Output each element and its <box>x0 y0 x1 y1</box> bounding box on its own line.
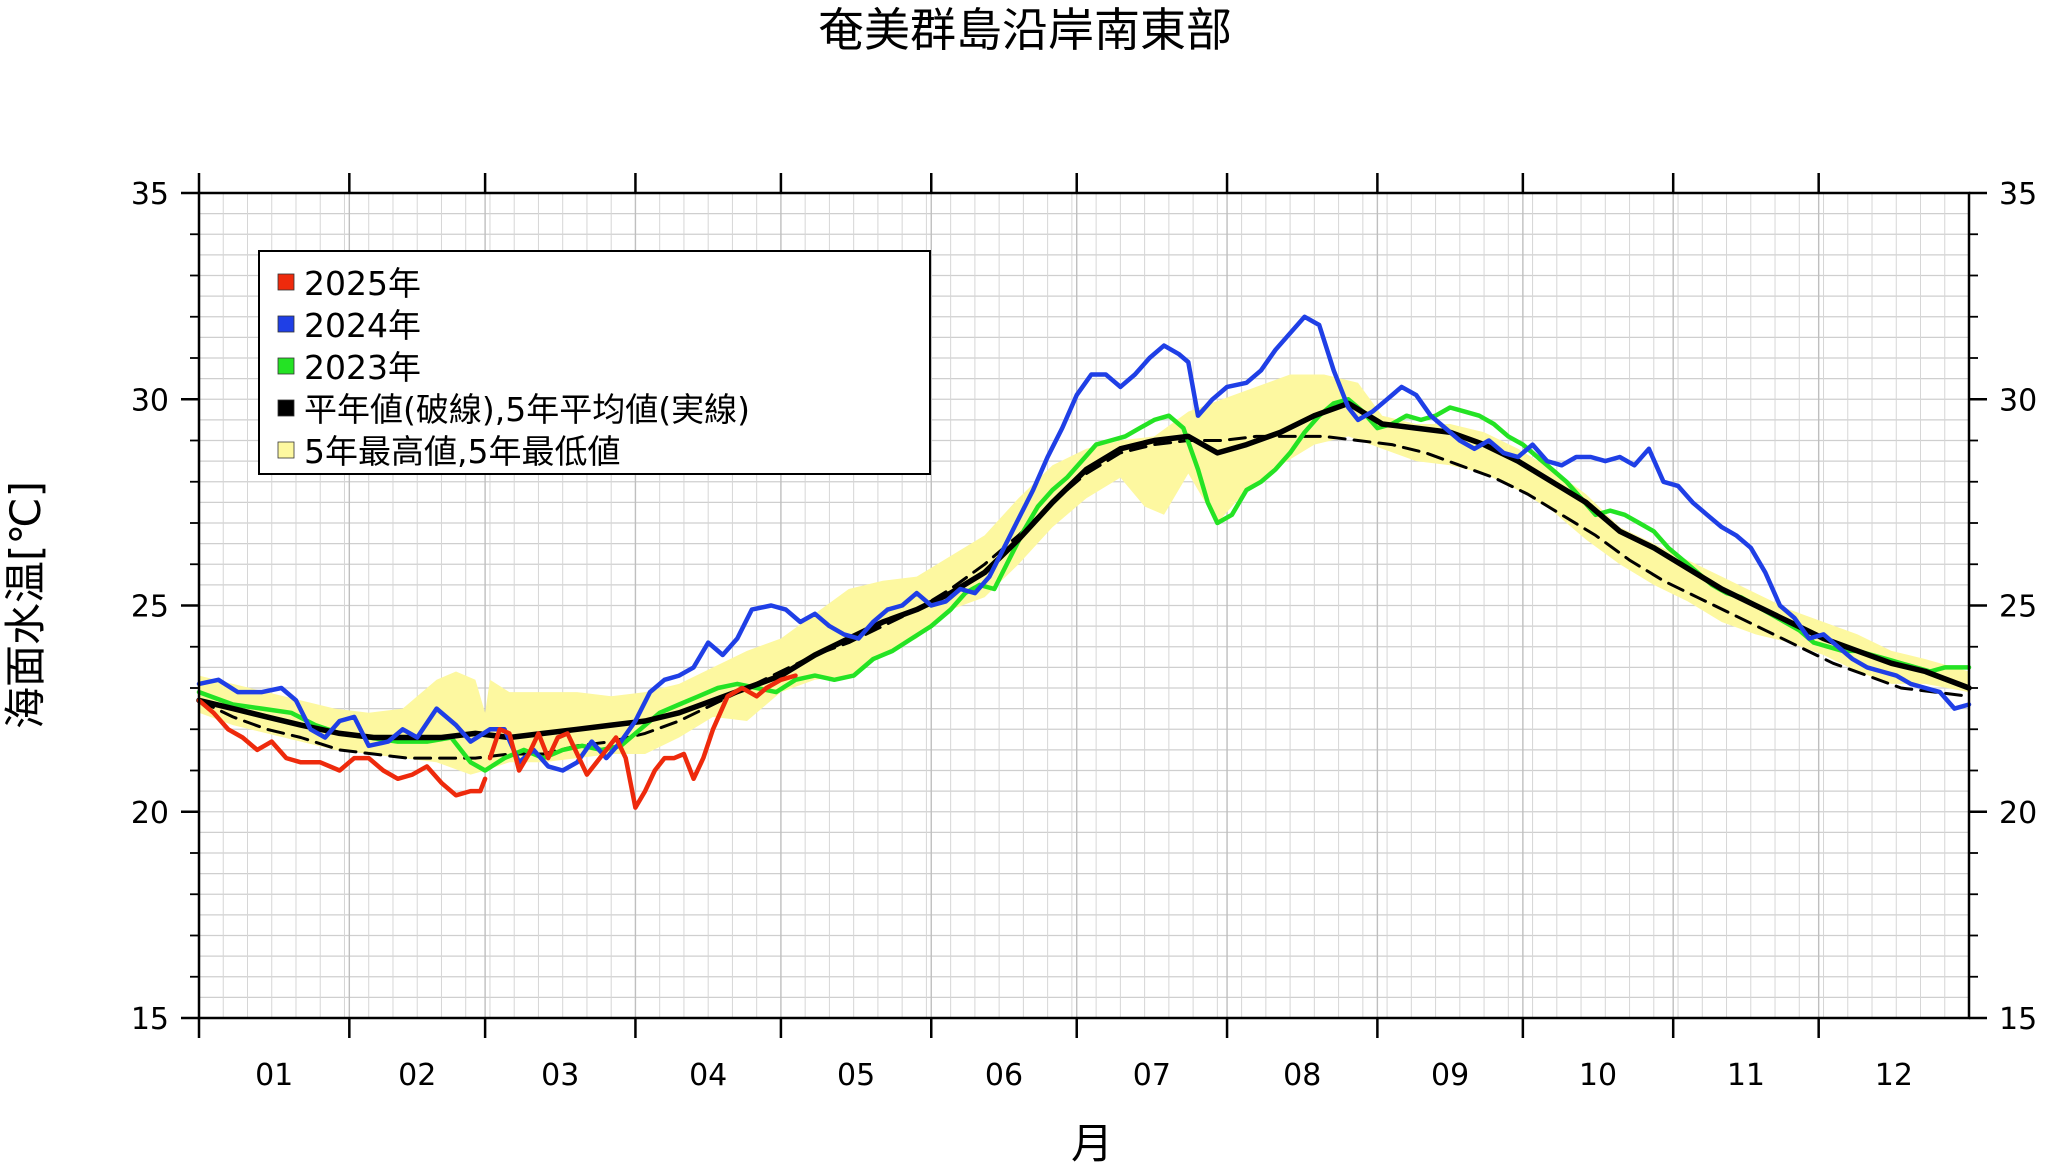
legend-swatch <box>277 315 295 333</box>
x-axis-label: 月 <box>1071 1119 1113 1166</box>
legend-label: 2023年 <box>304 348 421 387</box>
y-tick-label-left: 35 <box>131 177 169 212</box>
y-tick-labels-left: 15 20 25 30 35 <box>131 177 169 1037</box>
legend-box <box>258 250 931 475</box>
legend-swatch <box>277 441 295 459</box>
series-line-y2025 <box>487 673 798 810</box>
x-tick-label: 11 <box>1727 1058 1765 1093</box>
y-tick-label-left: 15 <box>131 1002 169 1037</box>
series-line-y2025 <box>196 698 488 798</box>
x-tick-labels: 01 02 03 04 05 06 07 08 09 10 11 12 <box>255 1058 1913 1093</box>
five-year-range-band <box>199 374 1969 775</box>
x-tick-label: 09 <box>1431 1058 1469 1093</box>
grid-lines <box>199 193 1969 1018</box>
x-tick-label: 04 <box>689 1058 727 1093</box>
y-tick-labels-right: 15 20 25 30 35 <box>1999 177 2037 1037</box>
y-tick-label-right: 20 <box>1999 796 2037 831</box>
series-lines <box>196 314 1972 810</box>
series-line-normal <box>197 434 1971 760</box>
x-tick-label: 06 <box>985 1058 1023 1093</box>
y-tick-label-left: 30 <box>131 383 169 418</box>
x-tick-label: 01 <box>255 1058 293 1093</box>
x-tick-label: 08 <box>1283 1058 1321 1093</box>
y-tick-label-left: 25 <box>131 590 169 625</box>
y-axis-label: 海面水温[℃] <box>1 481 50 729</box>
y-tick-label-right: 15 <box>1999 1002 2037 1037</box>
axis-ticks <box>181 173 1987 1038</box>
range-band-area <box>199 374 1969 775</box>
x-tick-label: 07 <box>1133 1058 1171 1093</box>
legend-label: 5年最高値,5年最低値 <box>304 432 620 471</box>
legend: 2025年2024年2023年平年値(破線),5年平均値(実線)5年最高値,5年… <box>258 250 931 475</box>
y-tick-label-left: 20 <box>131 796 169 831</box>
chart-title: 奄美群島沿岸南東部 <box>818 3 1232 57</box>
y-tick-label-right: 25 <box>1999 590 2037 625</box>
x-tick-label: 12 <box>1875 1058 1913 1093</box>
legend-swatch <box>277 399 295 417</box>
legend-swatch <box>277 357 295 375</box>
y-tick-label-right: 35 <box>1999 177 2037 212</box>
legend-label: 2024年 <box>304 306 421 345</box>
x-tick-label: 02 <box>398 1058 436 1093</box>
x-tick-label: 05 <box>837 1058 875 1093</box>
legend-label: 平年値(破線),5年平均値(実線) <box>304 390 750 429</box>
x-tick-label: 10 <box>1579 1058 1617 1093</box>
legend-label: 2025年 <box>304 264 421 303</box>
x-tick-label: 03 <box>541 1058 579 1093</box>
legend-swatch <box>277 273 295 291</box>
y-tick-label-right: 30 <box>1999 383 2037 418</box>
